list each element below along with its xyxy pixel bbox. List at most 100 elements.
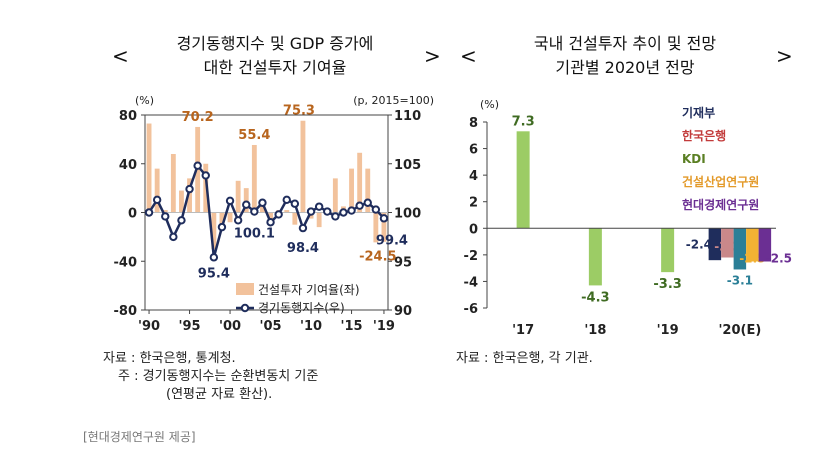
left-index-point [306,207,316,216]
legend-line-marker [240,303,250,313]
left-index-point [233,216,243,225]
left-bar [154,168,160,213]
right-chart-value-label: -3.3 [653,277,681,292]
right-y-tick-label: 95 [394,255,412,270]
left-bar [243,188,249,213]
right-prev-chevron-icon[interactable]: < [460,44,477,68]
right-chart-x-label: '18 [584,323,606,338]
left-index-point [201,171,210,180]
left-bar [300,120,306,213]
right-source: 자료 : 한국은행, 각 기관. [456,351,593,366]
right-chart-value-label: 7.3 [512,114,535,129]
credit-text: [현대경제연구원 제공] [83,430,196,444]
left-index-point [355,201,364,210]
right-chart-x-label: '19 [657,323,679,338]
left-prev-chevron-icon[interactable]: < [112,44,129,68]
right-title-line1: 국내 건설투자 추이 및 전망 [533,34,717,53]
left-index-point [363,198,372,207]
left-x-tick-label: '19 [373,319,395,334]
left-title-line2: 대한 건설투자 기여율 [203,58,347,77]
legend-bar-label: 건설투자 기여율(좌) [258,283,360,297]
left-index-point [282,195,291,205]
left-index-point [193,161,202,170]
left-bar [365,168,371,213]
left-bar [187,178,192,213]
left-index-point [161,212,170,221]
left-x-tick-label: '90 [138,319,160,334]
left-bar [292,212,298,225]
left-bar [357,152,363,213]
left-index-point [290,199,300,208]
right-next-chevron-icon[interactable]: > [776,44,793,68]
forecast-bar [746,228,759,262]
left-index-point [314,202,324,211]
right-chart-bar [588,228,602,286]
left-bar [316,212,322,228]
forecast-bar [721,228,734,258]
right-chart-bar [661,228,675,273]
left-bar [381,212,387,242]
left-title-line1: 경기동행지수 및 GDP 증가에 [176,34,374,53]
left-bar [170,154,176,213]
left-index-point [371,205,381,214]
right-y-tick-label: 105 [394,158,421,173]
left-index-point [266,218,275,227]
left-index-point [298,223,308,233]
left-index-point [339,208,348,217]
legend-bar-swatch [236,283,254,295]
left-chart-title: 경기동행지수 및 GDP 증가에 대한 건설투자 기여율 [120,32,430,80]
left-y-tick-label: -40 [114,255,138,270]
left-bar [349,168,354,213]
left-bar [179,190,184,213]
right-y-tick-label: 90 [394,304,412,319]
right-chart-y-tick-label: -6 [464,302,478,317]
left-y-tick-label: 40 [119,158,137,173]
right-chart-value-label: -4.3 [581,290,609,305]
left-bar [332,178,338,213]
left-x-tick-label: '10 [300,319,322,334]
right-chart-legend-item: 건설산업연구원 [682,174,759,189]
right-chart-y-tick-label: 4 [469,169,478,184]
left-index-point [217,222,227,232]
left-x-tick-label: '00 [219,319,241,334]
left-bar [251,144,257,213]
left-data-label: 75.3 [283,104,315,119]
left-bar [268,212,273,219]
left-data-label: 70.2 [182,110,214,125]
left-note-line2: (연평균 자료 환산). [166,387,273,402]
forecast-bar [758,228,772,262]
left-data-label: -24.5 [359,249,396,264]
left-index-point [258,198,267,207]
left-index-point [209,253,219,262]
right-chart-legend-item: KDI [682,152,706,166]
forecast-value-label: -3.1 [727,273,753,287]
left-x-tick-label: '05 [260,319,282,334]
left-index-point [347,206,356,215]
left-bar [227,212,233,223]
right-chart-x-label: '17 [512,323,534,338]
left-next-chevron-icon[interactable]: > [424,44,441,68]
right-chart-y-tick-label: -2 [464,249,478,264]
left-index-point [144,208,154,217]
legend-line-label: 경기동행지수(우) [258,300,345,315]
left-index-point [250,207,259,216]
right-chart-title: 국내 건설투자 추이 및 전망 기관별 2020년 전망 [470,32,780,80]
right-chart-unit: (%) [480,98,499,111]
right-y-tick-label: 110 [394,109,421,124]
right-y-tick-label: 100 [394,207,421,222]
left-data-label: 98.4 [287,241,319,256]
right-title-line2: 기관별 2020년 전망 [555,58,695,77]
left-index-point [169,232,178,242]
right-chart-bar [516,131,530,229]
left-index-point [331,212,340,221]
left-bar [211,212,217,250]
right-chart-legend-item: 기재부 [682,105,715,120]
left-y-tick-label: -80 [114,304,138,319]
left-data-label: 55.4 [238,128,270,143]
left-x-tick-label: '15 [341,319,363,334]
right-chart-legend-item: 현대경제연구원 [682,197,759,212]
left-bar [162,210,168,213]
left-bar [284,210,290,213]
right-chart-legend-item: 한국은행 [682,128,726,143]
